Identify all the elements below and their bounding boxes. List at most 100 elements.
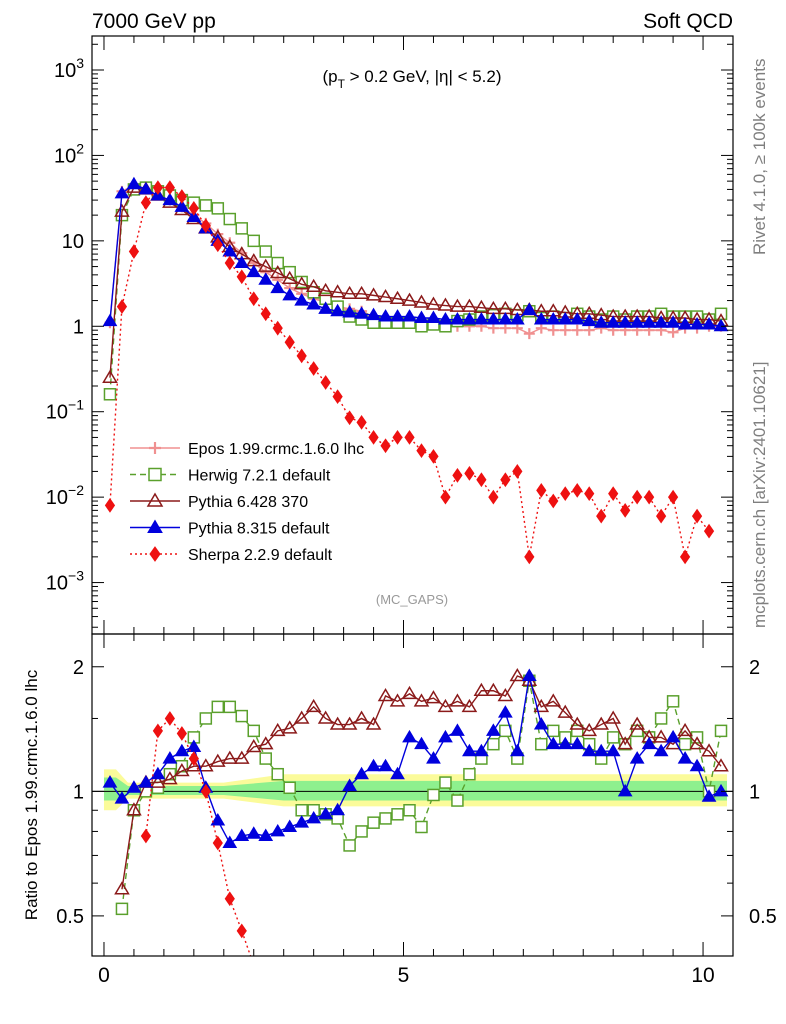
main-point: [152, 180, 164, 195]
main-point: [284, 334, 295, 350]
legend-item: Sherpa 2.2.9 default: [130, 546, 333, 564]
main-point: [162, 192, 178, 206]
main-line: [109, 186, 710, 558]
ratio-point: [473, 682, 490, 697]
main-point: [246, 264, 262, 278]
ratio-point: [305, 698, 322, 713]
main-point: [701, 316, 717, 330]
ratio-point: [569, 716, 586, 730]
ratio-point: [389, 693, 406, 707]
main-point: [584, 486, 595, 501]
main-point: [401, 292, 418, 306]
main-point: [450, 312, 465, 325]
main-point: [235, 222, 249, 235]
main-point: [368, 430, 379, 445]
ratio-point: [317, 710, 334, 724]
legend-label: Pythia 8.315 default: [188, 521, 330, 538]
ratio-point: [450, 723, 465, 736]
main-point: [452, 467, 463, 483]
ratio-point: [557, 704, 574, 718]
ratio-point: [497, 687, 514, 702]
legend-item: Pythia 8.315 default: [130, 519, 330, 538]
ratio-point: [198, 758, 214, 772]
ratio-point: [593, 716, 610, 730]
ratio-point: [355, 825, 368, 838]
main-point: [138, 181, 154, 195]
main-point: [620, 502, 631, 518]
ratio-point: [234, 828, 250, 841]
main-point: [380, 438, 391, 454]
ratio-point: [246, 826, 262, 839]
ratio-point: [211, 700, 225, 714]
main-line: [109, 186, 722, 378]
main-point: [596, 508, 607, 524]
main-point: [524, 549, 535, 565]
ratio-point: [366, 758, 381, 772]
ratio-point: [677, 751, 693, 764]
ratio-point: [653, 743, 669, 757]
ratio-point: [367, 816, 380, 829]
main-point: [533, 312, 549, 325]
main-point: [605, 315, 621, 328]
ratio-y-tick-label: 2: [73, 657, 84, 679]
ratio-point: [354, 766, 369, 780]
ratio-point: [570, 724, 584, 738]
header-category: Soft QCD: [643, 10, 733, 33]
main-point: [236, 269, 247, 285]
main-point: [389, 290, 406, 305]
main-point: [500, 472, 511, 488]
ratio-point: [164, 711, 175, 726]
ratio-point: [271, 767, 284, 781]
main-point: [390, 309, 405, 322]
ratio-y-tick-label-right: 2: [749, 657, 760, 679]
ratio-point: [306, 810, 322, 824]
main-y-tick-label: 10: [62, 231, 84, 253]
ratio-point: [126, 780, 142, 793]
main-point: [703, 523, 715, 539]
main-point: [581, 313, 597, 327]
ratio-point: [126, 802, 142, 816]
main-point: [128, 244, 140, 259]
main-point: [317, 282, 334, 297]
main-point: [306, 296, 322, 310]
ratio-line: [145, 717, 252, 956]
main-point: [440, 489, 451, 505]
main-point: [126, 176, 142, 190]
main-series-sherpa: [104, 180, 715, 565]
main-point: [114, 203, 130, 217]
main-point: [583, 324, 595, 336]
main-point: [629, 315, 645, 328]
ratio-point: [114, 881, 130, 895]
main-point: [260, 306, 271, 322]
main-point: [665, 315, 681, 328]
main-point: [342, 305, 357, 318]
ratio-point: [162, 771, 178, 785]
main-point: [212, 237, 223, 253]
ratio-point: [617, 736, 633, 750]
ratio-point: [152, 723, 164, 739]
main-point: [104, 498, 116, 513]
main-point: [511, 322, 523, 334]
ratio-point: [689, 758, 705, 772]
main-point: [497, 312, 513, 325]
ratio-point: [318, 806, 334, 820]
main-point: [318, 301, 334, 314]
main-point: [414, 310, 429, 324]
ratio-point: [439, 776, 452, 789]
main-point: [523, 328, 535, 340]
ratio-series-pythia: [102, 668, 729, 849]
ratio-point: [533, 717, 549, 730]
ratio-point: [115, 902, 129, 916]
main-point: [548, 493, 559, 509]
main-point: [593, 315, 609, 328]
ratio-point: [402, 729, 417, 743]
main-point: [416, 443, 427, 459]
ratio-point: [462, 743, 477, 757]
ratio-series-sherpa: [140, 711, 252, 956]
ratio-point: [521, 668, 537, 681]
main-point: [641, 315, 657, 328]
main-point: [438, 312, 453, 325]
ratio-point: [379, 812, 392, 825]
main-point: [437, 297, 454, 311]
